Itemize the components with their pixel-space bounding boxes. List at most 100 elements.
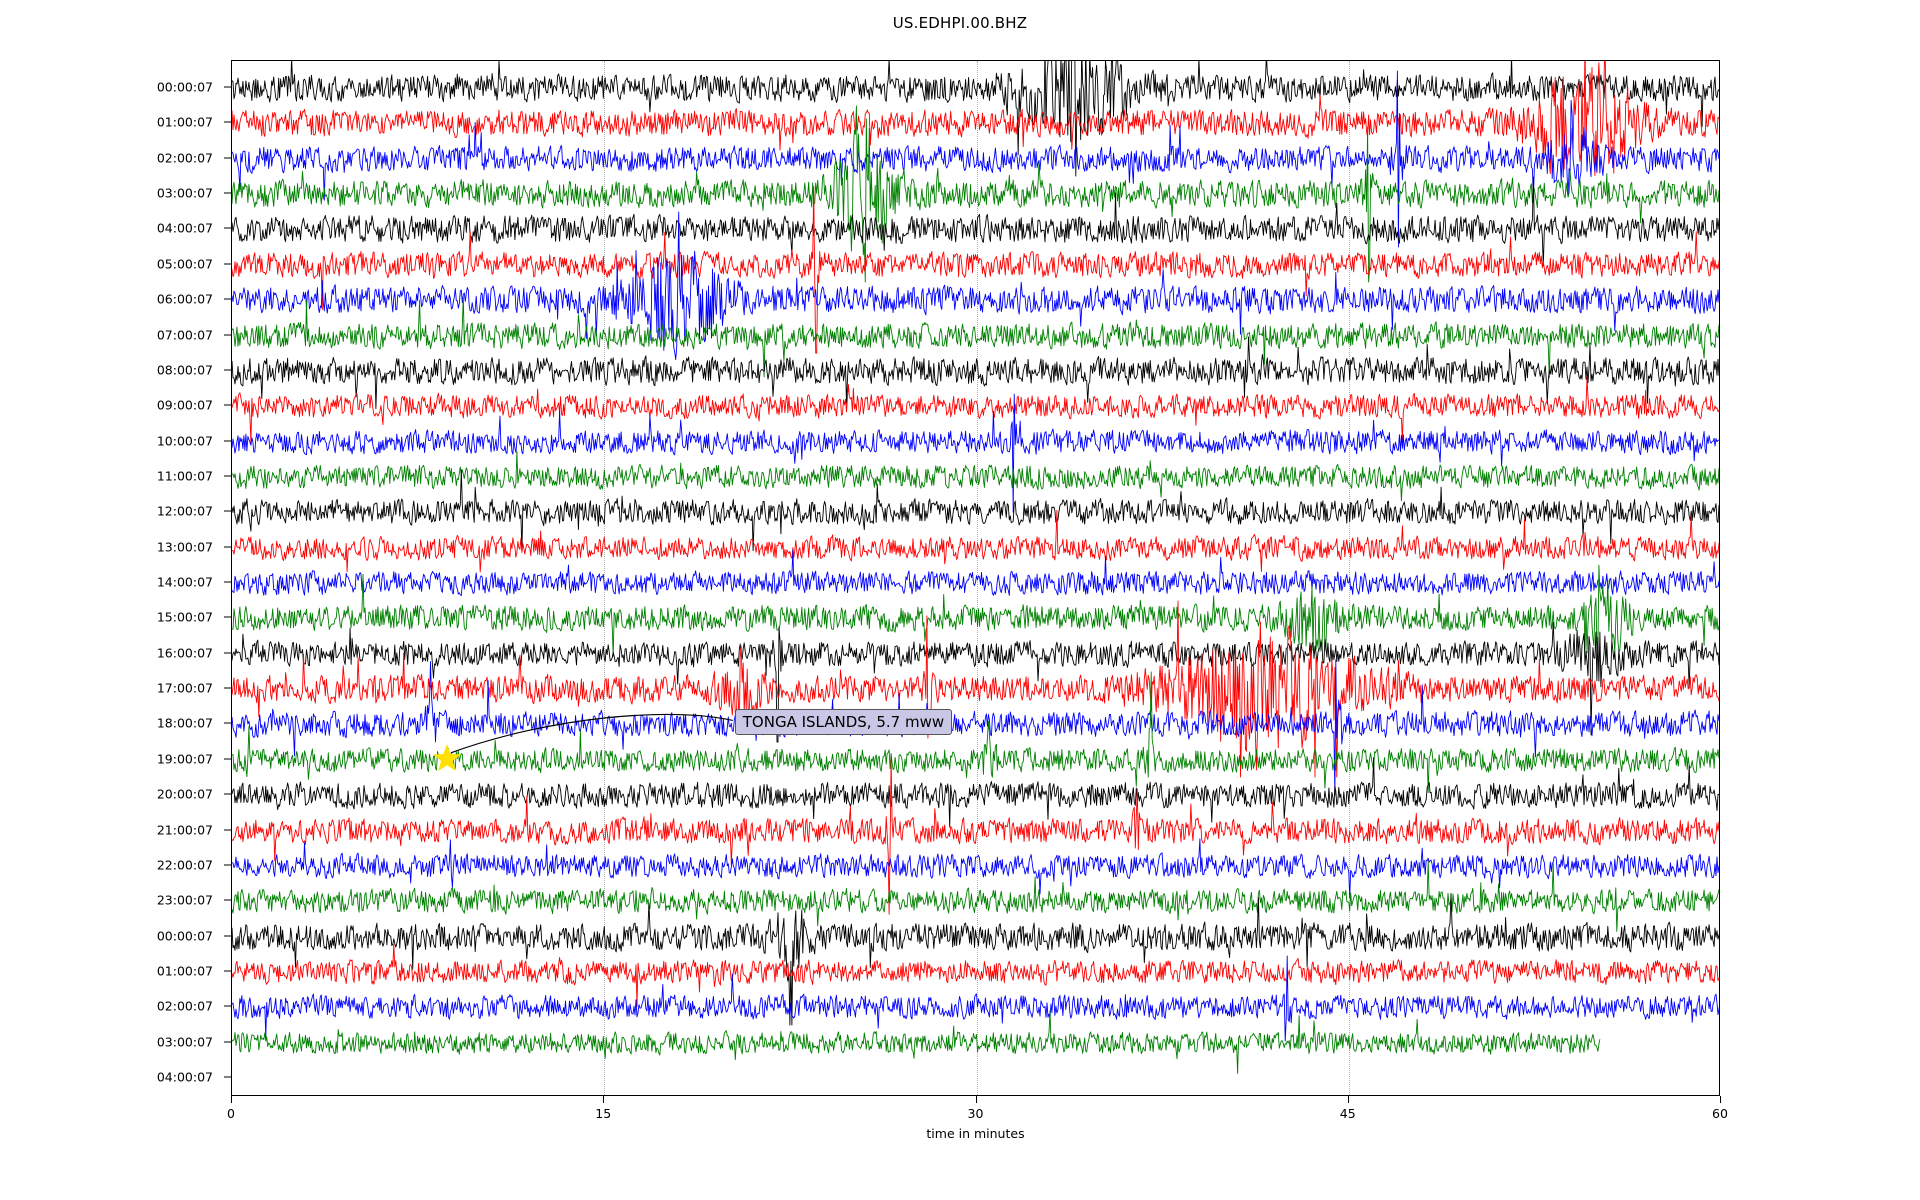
y-tick-mark [224,157,231,159]
seismic-trace [232,105,1719,283]
event-annotation-label: TONGA ISLANDS, 5.7 mww [734,709,953,736]
seismic-trace [232,451,1719,502]
y-tick-label: 00:00:07 [156,928,213,944]
seismic-trace [232,509,1719,573]
y-tick-label: 07:00:07 [156,327,213,342]
y-tick-label: 10:00:07 [156,433,213,449]
seismic-trace [232,469,1719,553]
seismic-trace [232,336,1719,409]
y-tick-label: 06:00:07 [156,291,213,307]
y-tick-mark [224,581,231,583]
seismic-trace [232,861,1719,933]
page-title: US.EDHPI.00.BHZ [892,14,1028,32]
x-tick-label: 60 [1712,1106,1728,1121]
y-tick-mark [224,1076,231,1078]
seismic-trace [232,376,1719,444]
x-axis-title: time in minutes [926,1126,1025,1141]
y-tick-label: 02:00:07 [156,998,213,1014]
y-tick-label: 23:00:07 [156,892,213,908]
seismic-trace [232,70,1719,248]
y-tick-mark [224,616,231,618]
seismic-trace [232,295,1719,378]
y-tick-mark [224,263,231,265]
y-tick-mark [224,440,231,442]
y-tick-mark [224,334,231,335]
y-tick-mark [224,86,231,88]
y-tick-mark [224,935,231,937]
y-tick-label: 09:00:07 [156,397,213,413]
y-tick-label: 16:00:07 [156,645,213,661]
y-tick-label: 04:00:07 [156,220,213,236]
seismic-trace [232,892,1719,1026]
y-tick-label: 13:00:07 [156,539,213,555]
seismic-trace [232,176,1719,267]
x-tick-label: 45 [1339,1106,1356,1121]
y-tick-mark [224,687,231,689]
seismic-trace [232,211,1719,361]
y-tick-label: 03:00:07 [156,1034,213,1050]
y-tick-label: 01:00:07 [156,114,213,130]
seismic-trace [232,1009,1601,1074]
seismic-trace [232,757,1719,828]
y-tick-mark [224,899,231,901]
y-tick-label: 02:00:07 [156,150,213,166]
seismic-trace [232,393,1719,513]
y-tick-mark [224,404,231,406]
y-tick-mark [224,369,231,371]
x-tick-mark [975,1096,977,1103]
plot-area [231,60,1720,1096]
y-tick-mark [224,970,231,972]
y-tick-mark [224,722,231,724]
seismic-trace [232,758,1719,915]
y-tick-label: 08:00:07 [156,362,213,378]
y-tick-label: 19:00:07 [156,751,213,767]
earthquake-star-icon [432,743,462,771]
y-tick-label: 03:00:07 [156,185,213,201]
y-tick-label: 14:00:07 [156,574,213,590]
y-tick-label: 11:00:07 [156,468,213,484]
y-tick-label: 00:00:07 [156,79,213,95]
y-tick-mark [224,475,231,477]
seismic-trace [232,838,1719,899]
seismic-trace [232,955,1719,1042]
y-tick-mark [224,652,231,654]
y-tick-mark [224,793,231,795]
seismic-trace [232,185,1719,354]
y-tick-label: 15:00:07 [156,609,213,625]
x-tick-label: 30 [967,1106,984,1121]
y-tick-label: 20:00:07 [156,786,213,802]
y-tick-mark [224,227,231,229]
seismic-trace [232,61,1719,177]
y-tick-label: 21:00:07 [156,822,213,838]
y-tick-mark [224,510,231,512]
y-tick-mark [224,864,231,866]
x-tick-mark [603,1096,605,1103]
y-tick-mark [224,1005,231,1007]
seismic-trace [232,943,1719,1007]
seismic-trace [232,600,1719,778]
y-tick-label: 04:00:07 [156,1069,213,1085]
y-tick-label: 18:00:07 [156,715,213,731]
x-axis-tick-labels: 0 15 30 45 60 [227,1096,1728,1136]
y-tick-label: 22:00:07 [156,857,213,873]
y-tick-mark [224,829,231,831]
x-tick-mark [1347,1096,1349,1103]
y-tick-label: 12:00:07 [156,503,213,519]
y-tick-mark [224,546,231,548]
y-axis-tick-labels: 00:00:07 01:00:07 02:00:07 03:00:07 04:00:07… [0,60,231,1096]
y-tick-label: 01:00:07 [156,963,213,979]
y-tick-mark [224,1041,231,1043]
y-tick-mark [224,298,231,300]
y-tick-label: 05:00:07 [156,256,213,272]
y-tick-mark [224,121,231,123]
seismic-traces [232,61,1719,1095]
seismic-trace [232,565,1719,658]
x-tick-label: 15 [595,1106,612,1121]
seismic-trace [232,549,1719,597]
x-tick-mark [1720,1096,1721,1103]
y-tick-mark [224,192,231,194]
y-tick-label: 17:00:07 [156,680,213,696]
seismic-trace [232,621,1719,743]
x-tick-mark [231,1096,232,1103]
